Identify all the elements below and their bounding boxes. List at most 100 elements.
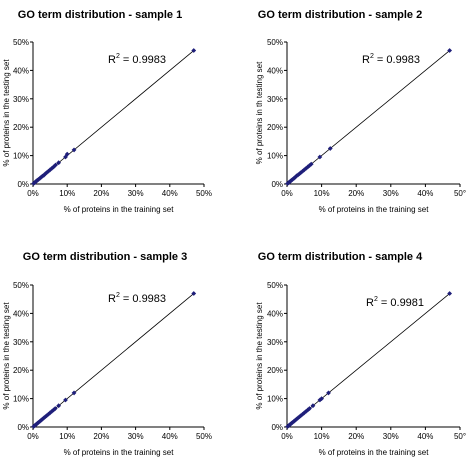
y-tick-label: 20% [267, 123, 283, 132]
data-point [71, 390, 77, 396]
r-squared-annotation: R2 = 0.9981 [366, 296, 424, 309]
y-tick-label: 20% [267, 366, 283, 375]
data-point [308, 161, 314, 167]
x-tick-label: 50% [196, 189, 212, 198]
y-tick-label: 10% [267, 395, 283, 404]
x-tick-label: 10% [59, 189, 75, 198]
x-tick-label: 30% [383, 432, 399, 441]
y-tick-label: 40% [267, 309, 283, 318]
x-tick-label: 30% [128, 432, 144, 441]
trendline [286, 293, 450, 428]
x-axis-label: % of proteins in the training set [64, 448, 175, 457]
y-tick-label: 30% [267, 95, 283, 104]
y-axis-label: % of proteins in the testing set [255, 302, 264, 410]
data-point [63, 154, 68, 160]
data-point [191, 291, 197, 296]
y-axis-label: % of proteins in the testing set [2, 302, 11, 410]
chart-panel-1: GO term distribution - sample 1 0% 10% 20% 3… [2, 9, 212, 214]
data-point [49, 165, 55, 171]
x-tick-label: 0% [281, 432, 293, 441]
x-axis-label: % of proteins in the training set [319, 448, 430, 457]
data-point [297, 414, 302, 420]
y-tick-label: 30% [267, 338, 283, 347]
data-point [317, 154, 323, 160]
data-point [37, 175, 43, 181]
y-tick-label: 10% [267, 152, 283, 161]
y-tick-label: 40% [267, 66, 283, 75]
data-point [49, 408, 55, 414]
x-tick-label: 10% [59, 432, 75, 441]
chart-title: GO term distribution - sample 3 [23, 251, 187, 263]
data-point [301, 167, 307, 173]
data-point [297, 171, 302, 177]
data-point [300, 168, 305, 174]
y-axis-label: % of proteins in th testing set [255, 61, 264, 165]
data-point [51, 164, 56, 170]
x-tick-label: 0% [27, 189, 39, 198]
y-tick-label: 50% [13, 281, 29, 290]
y-tick-label: 30% [13, 338, 29, 347]
y-tick-label: 20% [13, 366, 29, 375]
data-point [56, 160, 62, 166]
x-tick-label: 10% [314, 432, 330, 441]
chart-title: GO term distribution - sample 2 [258, 9, 422, 21]
y-tick-label: 30% [13, 95, 29, 104]
y-tick-label: 50% [267, 38, 283, 47]
x-axis-label: % of proteins in the training set [319, 205, 430, 214]
x-axis-label: % of proteins in the training set [64, 205, 175, 214]
y-tick-label: 50% [267, 281, 283, 290]
x-tick-label: 40% [417, 189, 433, 198]
y-tick-label: 40% [13, 66, 29, 75]
data-point [42, 414, 48, 420]
data-point [447, 48, 453, 53]
r-squared-annotation: R2 = 0.9983 [108, 53, 166, 66]
data-point [64, 151, 70, 157]
chart-panel-4: GO term distribution - sample 4 0% 10% 20% 3… [255, 251, 466, 457]
chart-title: GO term distribution - sample 4 [258, 251, 423, 263]
y-tick-label: 0% [17, 423, 29, 432]
x-tick-label: 40% [162, 432, 178, 441]
x-tick-label: 50° [454, 189, 466, 198]
x-tick-label: 40% [417, 432, 433, 441]
x-tick-label: 0% [27, 432, 39, 441]
data-point [47, 167, 53, 173]
x-tick-label: 30% [128, 189, 144, 198]
data-point [36, 420, 41, 425]
data-point [63, 397, 68, 403]
y-tick-label: 10% [13, 395, 29, 404]
trendline [286, 50, 450, 185]
chart-panel-3: GO term distribution - sample 3 0% 10% 20% 3… [2, 251, 212, 457]
data-point [71, 147, 77, 153]
data-point [327, 146, 333, 151]
y-tick-label: 20% [13, 123, 29, 132]
r-squared-annotation: R2 = 0.9983 [108, 292, 166, 305]
data-point [447, 291, 453, 296]
y-axis-label: % of proteins in the testing set [2, 59, 11, 167]
x-tick-label: 20% [348, 189, 364, 198]
data-point [307, 406, 312, 411]
data-point [319, 396, 324, 401]
data-point [191, 48, 197, 53]
x-tick-label: 40% [162, 189, 178, 198]
r-squared-annotation: R2 = 0.9983 [362, 53, 420, 66]
trendline [32, 50, 194, 185]
data-point [292, 174, 298, 180]
data-point [56, 403, 62, 409]
data-point [53, 162, 58, 168]
chart-title: GO term distribution - sample 1 [18, 9, 182, 21]
data-point [37, 418, 43, 424]
y-tick-label: 0% [271, 180, 283, 189]
y-tick-label: 0% [17, 180, 29, 189]
x-tick-label: 50° [454, 432, 466, 441]
x-tick-label: 30% [383, 189, 399, 198]
y-tick-label: 40% [13, 309, 29, 318]
x-tick-label: 20% [93, 189, 109, 198]
y-tick-label: 0% [271, 423, 283, 432]
y-tick-label: 50% [13, 38, 29, 47]
data-point [326, 390, 331, 396]
x-tick-label: 20% [93, 432, 109, 441]
x-tick-label: 0% [281, 189, 293, 198]
trendline [32, 293, 194, 428]
data-point [310, 403, 316, 409]
